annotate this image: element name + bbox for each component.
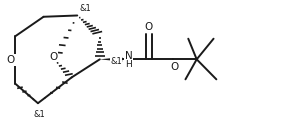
- Polygon shape: [100, 57, 122, 62]
- Text: O: O: [7, 55, 15, 65]
- Text: N: N: [124, 51, 132, 61]
- Text: &1: &1: [110, 57, 122, 66]
- Text: H: H: [125, 60, 132, 69]
- Text: O: O: [49, 52, 58, 62]
- Text: O: O: [170, 62, 178, 72]
- Text: &1: &1: [79, 4, 91, 13]
- Text: &1: &1: [33, 110, 45, 119]
- Text: O: O: [145, 22, 153, 32]
